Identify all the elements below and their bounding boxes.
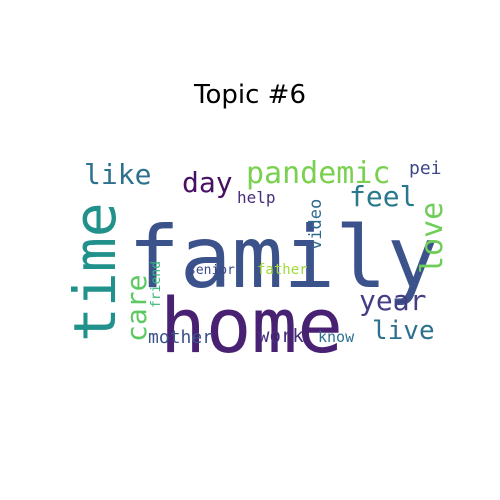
word-father: father	[257, 262, 308, 278]
word-know: know	[318, 328, 355, 346]
word-love: love	[415, 202, 450, 274]
word-day: day	[182, 166, 233, 199]
word-video: video	[306, 199, 326, 250]
word-work: work	[258, 325, 304, 347]
word-year: year	[359, 284, 426, 317]
word-senior: senior	[188, 263, 235, 278]
word-care: care	[120, 275, 153, 342]
word-time: time	[61, 202, 129, 342]
page-title: Topic #6	[194, 80, 306, 110]
word-home: home	[160, 281, 343, 370]
word-live: live	[372, 316, 435, 346]
word-pandemic: pandemic	[246, 156, 391, 191]
word-feel: feel	[349, 180, 416, 213]
word-help: help	[237, 188, 276, 207]
word-mother: mother	[148, 327, 213, 348]
word-family: family	[128, 208, 439, 308]
word-like: like	[84, 158, 151, 191]
word-pei: pei	[409, 158, 442, 179]
word-friend: friend	[149, 261, 164, 308]
